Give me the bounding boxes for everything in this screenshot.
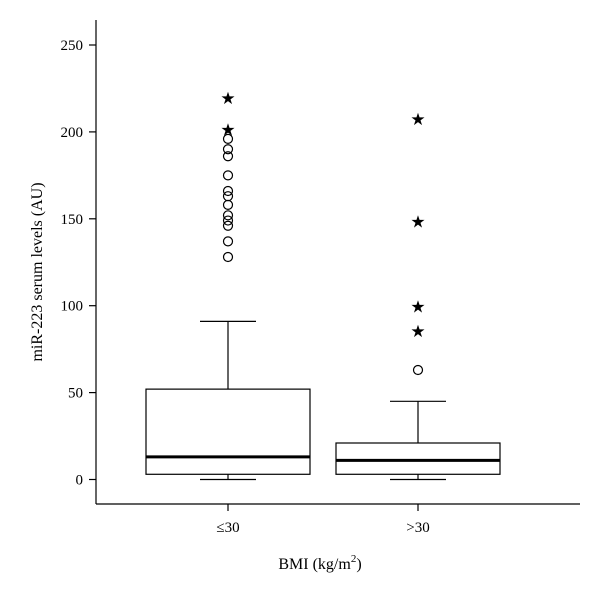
y-axis-title: miR-223 serum levels (AU) [29,182,46,361]
outlier-point [222,151,234,162]
extreme-point: ★ [410,322,425,341]
extreme-point: ★ [220,120,235,139]
iqr-box [145,388,311,475]
outlier-point [222,199,234,210]
x-axis-title: BMI (kg/m2) [278,553,361,573]
outlier-point [222,133,234,144]
box-group: ★ ★ ★ ★ [335,110,501,481]
y-tick-label: 150 [61,212,84,228]
outlier-point [222,185,234,197]
outlier-point [222,215,234,226]
box-group: ★★ [145,89,311,481]
extreme-point: ★ [220,89,235,108]
outlier-point [222,210,234,221]
y-axis: 0 50 100 150 200 250 [61,20,97,504]
outlier-point [222,236,234,247]
outlier-point [222,251,234,263]
boxes: ★★★★★★ [145,89,501,481]
outlier-point [222,191,234,202]
y-tick-label: 100 [61,299,84,315]
y-tick-label: 200 [61,125,84,141]
y-tick-label: 0 [76,473,84,489]
extreme-point: ★ [410,298,425,317]
x-tick-label: >30 [406,520,429,536]
extreme-point: ★ [410,213,425,232]
extreme-point: ★ [410,110,425,129]
iqr-box [335,442,501,475]
y-tick-label: 250 [61,38,84,54]
x-tick-label: ≤30 [216,520,239,536]
y-tick-label: 50 [68,386,83,402]
outlier-point [222,144,234,155]
x-axis: ≤30 >30 [96,503,580,536]
outlier-point [222,170,234,181]
outlier-point [222,220,234,231]
outlier-point [412,364,424,376]
